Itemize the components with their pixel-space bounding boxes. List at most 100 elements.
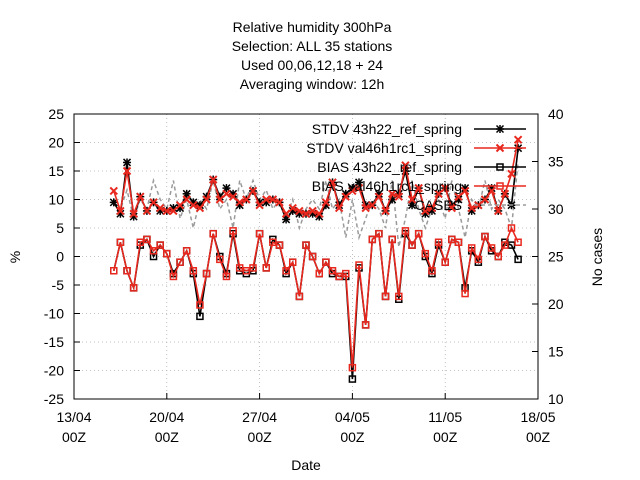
data-point bbox=[129, 209, 138, 218]
data-point bbox=[116, 206, 125, 216]
data-point bbox=[434, 238, 443, 246]
data-point bbox=[407, 195, 417, 204]
data-point bbox=[169, 206, 178, 216]
data-point bbox=[215, 195, 225, 204]
series-bias-val46h1rc1-spring bbox=[110, 224, 522, 372]
legend-label: STDV 43h22_ref_spring bbox=[312, 121, 462, 137]
legend-entry: STDV val46h1rc1_spring bbox=[306, 140, 526, 156]
data-point bbox=[189, 267, 198, 275]
data-point bbox=[288, 203, 297, 213]
x-tick-label-date: 20/04 bbox=[149, 409, 184, 425]
chart-title-line-3: Used 00,06,12,18 + 24 bbox=[241, 57, 383, 73]
data-point bbox=[487, 186, 496, 196]
data-point bbox=[494, 206, 503, 216]
data-point bbox=[374, 192, 384, 201]
data-point bbox=[514, 238, 522, 246]
data-point bbox=[262, 195, 271, 204]
x-tick-label-date: 04/05 bbox=[335, 409, 370, 425]
data-point bbox=[414, 229, 423, 238]
legend-label: CASES bbox=[415, 197, 462, 213]
y-tick-label: 15 bbox=[48, 163, 64, 179]
x-tick-label-date: 27/04 bbox=[242, 409, 277, 425]
right-axis-ticks: 10 15 20 25 30 35 40 bbox=[532, 106, 564, 407]
data-point bbox=[196, 312, 204, 321]
y-axis-label: % bbox=[7, 251, 23, 263]
data-point bbox=[401, 227, 410, 235]
series-cases-line bbox=[113, 161, 519, 248]
legend-entry: STDV 43h22_ref_spring bbox=[312, 121, 526, 137]
data-point bbox=[189, 200, 198, 210]
chart-title-line-2: Selection: ALL 35 stations bbox=[232, 38, 393, 54]
data-point bbox=[248, 186, 258, 196]
data-point bbox=[116, 238, 125, 246]
legend-label: STDV val46h1rc1_spring bbox=[306, 140, 462, 156]
data-point bbox=[381, 206, 390, 216]
y-tick-label: -10 bbox=[44, 306, 64, 322]
data-point bbox=[494, 252, 502, 261]
y-tick-label: -5 bbox=[52, 277, 65, 293]
data-point bbox=[202, 195, 211, 204]
data-point bbox=[514, 255, 522, 264]
data-point bbox=[182, 247, 191, 255]
data-point bbox=[288, 258, 297, 266]
data-point bbox=[388, 235, 396, 244]
x-tick-label-hour: 00Z bbox=[340, 429, 365, 445]
data-point bbox=[282, 267, 290, 275]
y2-tick-label: 25 bbox=[548, 249, 564, 265]
data-point bbox=[109, 186, 118, 196]
data-point bbox=[381, 292, 390, 301]
series-stdv-val46h1rc1-spring bbox=[109, 135, 523, 218]
data-point bbox=[302, 241, 310, 249]
chart-title-line-1: Relative humidity 300hPa bbox=[233, 19, 392, 35]
data-point bbox=[249, 264, 257, 272]
data-point bbox=[414, 183, 423, 193]
data-point bbox=[281, 209, 291, 218]
y-tick-label: 5 bbox=[56, 220, 64, 236]
y-tick-label: -20 bbox=[44, 363, 64, 379]
data-point bbox=[375, 229, 383, 238]
data-point bbox=[394, 192, 404, 201]
data-point bbox=[322, 258, 330, 266]
data-point bbox=[354, 183, 364, 193]
data-point bbox=[123, 267, 131, 275]
data-point bbox=[467, 244, 476, 252]
data-point bbox=[315, 269, 324, 278]
data-point bbox=[321, 198, 331, 207]
y2-axis-label: No cases bbox=[589, 228, 605, 286]
data-point bbox=[401, 161, 410, 170]
data-point bbox=[222, 189, 231, 199]
data-point bbox=[275, 241, 284, 249]
data-point bbox=[122, 158, 132, 167]
data-point bbox=[441, 258, 449, 266]
data-point bbox=[408, 241, 416, 249]
data-point bbox=[163, 249, 171, 258]
legend-entry: CASES bbox=[415, 197, 526, 213]
x-axis-ticks: 13/04 00Z 20/04 00Z 27/04 00Z 04/05 00Z 11/05 00Z… bbox=[56, 393, 556, 445]
data-point bbox=[480, 195, 490, 204]
data-point bbox=[208, 175, 218, 184]
data-point bbox=[328, 178, 337, 187]
y2-tick-label: 40 bbox=[548, 106, 564, 122]
data-point bbox=[454, 238, 463, 246]
legend-marker bbox=[495, 143, 505, 153]
x-tick-label-hour: 00Z bbox=[526, 429, 551, 445]
data-point bbox=[308, 252, 317, 261]
data-point bbox=[447, 203, 457, 213]
legend-marker bbox=[495, 124, 505, 134]
data-point bbox=[142, 206, 152, 216]
x-tick-label-hour: 00Z bbox=[433, 429, 458, 445]
data-point bbox=[474, 200, 483, 210]
y-tick-label: -25 bbox=[44, 391, 64, 407]
data-point bbox=[434, 189, 443, 199]
data-point bbox=[428, 267, 436, 275]
data-point bbox=[348, 186, 357, 196]
y2-tick-label: 15 bbox=[548, 344, 564, 360]
legend-label: BIAS 43h22_ref_spring bbox=[317, 159, 462, 175]
y2-tick-label: 30 bbox=[548, 201, 564, 217]
data-point bbox=[361, 321, 370, 329]
data-point bbox=[474, 255, 483, 264]
data-point bbox=[228, 192, 238, 201]
legend-label: BIAS val46h1rc1_spring bbox=[312, 178, 462, 194]
data-point bbox=[255, 229, 264, 238]
y2-tick-label: 10 bbox=[548, 391, 564, 407]
